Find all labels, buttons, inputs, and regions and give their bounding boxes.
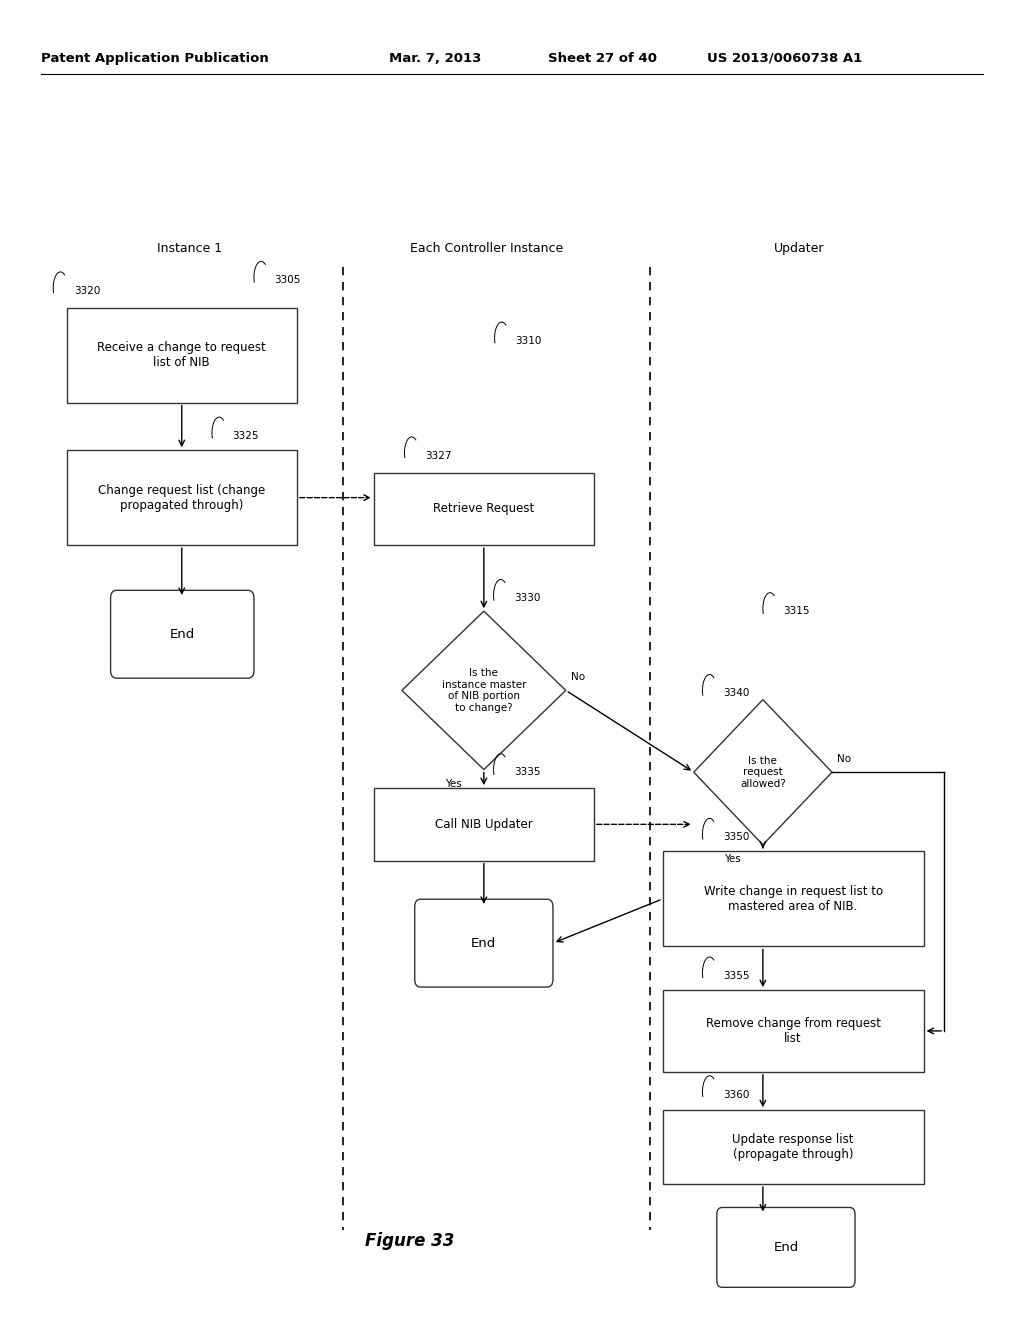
Text: Update response list
(propagate through): Update response list (propagate through) xyxy=(732,1133,854,1162)
FancyBboxPatch shape xyxy=(663,851,924,946)
Text: Is the
request
allowed?: Is the request allowed? xyxy=(740,755,785,789)
Text: Mar. 7, 2013: Mar. 7, 2013 xyxy=(389,51,481,65)
Text: 3355: 3355 xyxy=(723,970,750,981)
Text: 3335: 3335 xyxy=(514,767,541,777)
Text: No: No xyxy=(838,754,851,764)
Text: End: End xyxy=(773,1241,799,1254)
Text: No: No xyxy=(571,672,585,682)
Text: 3360: 3360 xyxy=(723,1089,750,1100)
Polygon shape xyxy=(401,611,565,770)
Text: Call NIB Updater: Call NIB Updater xyxy=(435,818,532,830)
Text: 3315: 3315 xyxy=(783,606,810,616)
Text: Each Controller Instance: Each Controller Instance xyxy=(410,242,563,255)
Text: Instance 1: Instance 1 xyxy=(157,242,222,255)
Text: 3320: 3320 xyxy=(74,285,100,296)
Text: End: End xyxy=(471,937,497,949)
FancyBboxPatch shape xyxy=(67,308,297,403)
Text: US 2013/0060738 A1: US 2013/0060738 A1 xyxy=(707,51,862,65)
Text: 3340: 3340 xyxy=(723,688,750,698)
Text: Is the
instance master
of NIB portion
to change?: Is the instance master of NIB portion to… xyxy=(441,668,526,713)
Text: 3327: 3327 xyxy=(425,450,452,461)
Text: 3305: 3305 xyxy=(274,275,301,285)
Text: Updater: Updater xyxy=(773,242,824,255)
Text: Remove change from request
list: Remove change from request list xyxy=(706,1016,881,1045)
Text: Yes: Yes xyxy=(444,779,462,789)
Text: Figure 33: Figure 33 xyxy=(365,1232,455,1250)
Text: 3350: 3350 xyxy=(723,832,750,842)
Text: 3330: 3330 xyxy=(514,593,541,603)
FancyBboxPatch shape xyxy=(663,1110,924,1184)
Text: Receive a change to request
list of NIB: Receive a change to request list of NIB xyxy=(97,341,266,370)
FancyBboxPatch shape xyxy=(67,450,297,545)
Text: Patent Application Publication: Patent Application Publication xyxy=(41,51,268,65)
Text: Change request list (change
propagated through): Change request list (change propagated t… xyxy=(98,483,265,512)
FancyBboxPatch shape xyxy=(415,899,553,987)
Text: 3310: 3310 xyxy=(515,335,542,346)
Text: 3325: 3325 xyxy=(232,430,259,441)
Polygon shape xyxy=(694,700,831,845)
Text: End: End xyxy=(170,628,195,640)
FancyBboxPatch shape xyxy=(663,990,924,1072)
Text: Write change in request list to
mastered area of NIB.: Write change in request list to mastered… xyxy=(703,884,883,913)
FancyBboxPatch shape xyxy=(374,788,594,861)
FancyBboxPatch shape xyxy=(374,473,594,545)
Text: Retrieve Request: Retrieve Request xyxy=(433,503,535,515)
Text: Sheet 27 of 40: Sheet 27 of 40 xyxy=(548,51,656,65)
FancyBboxPatch shape xyxy=(717,1208,855,1287)
Text: Yes: Yes xyxy=(724,854,740,865)
FancyBboxPatch shape xyxy=(111,590,254,678)
